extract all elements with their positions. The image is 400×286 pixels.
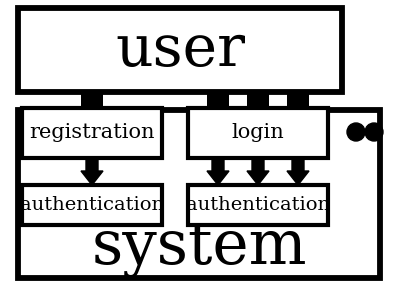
Bar	[207, 92, 229, 108]
Text: system: system	[91, 218, 307, 278]
FancyArrow shape	[247, 158, 269, 185]
Bar	[247, 92, 269, 108]
Bar	[81, 92, 103, 108]
Text: authentication: authentication	[186, 196, 330, 214]
FancyArrow shape	[207, 158, 229, 185]
Bar	[18, 110, 380, 278]
Bar	[188, 185, 328, 225]
Text: registration: registration	[29, 124, 155, 142]
Bar	[22, 185, 162, 225]
Text: authentication: authentication	[20, 196, 164, 214]
FancyArrow shape	[81, 158, 103, 185]
Text: login: login	[232, 124, 284, 142]
Text: user: user	[115, 22, 245, 78]
FancyArrow shape	[287, 158, 309, 185]
Bar	[188, 108, 328, 158]
Circle shape	[347, 123, 365, 141]
Circle shape	[365, 123, 383, 141]
Bar	[22, 108, 162, 158]
Bar	[287, 92, 309, 108]
Bar	[18, 8, 342, 92]
